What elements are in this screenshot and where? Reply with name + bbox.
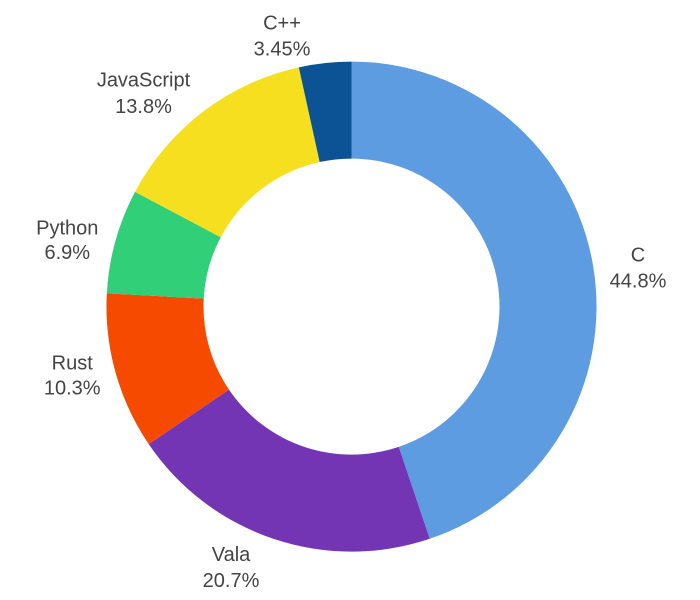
svg-text:Rust: Rust (52, 352, 94, 374)
svg-text:6.9%: 6.9% (45, 242, 91, 264)
svg-text:C: C (631, 244, 645, 266)
svg-text:Python: Python (36, 217, 98, 239)
svg-text:JavaScript: JavaScript (97, 69, 191, 91)
svg-text:C++: C++ (263, 12, 301, 34)
svg-text:3.45%: 3.45% (254, 38, 311, 60)
svg-text:44.8%: 44.8% (610, 271, 667, 293)
svg-text:13.8%: 13.8% (115, 96, 172, 118)
svg-text:Vala: Vala (212, 544, 251, 566)
svg-text:10.3%: 10.3% (44, 377, 101, 399)
svg-text:20.7%: 20.7% (203, 570, 260, 592)
